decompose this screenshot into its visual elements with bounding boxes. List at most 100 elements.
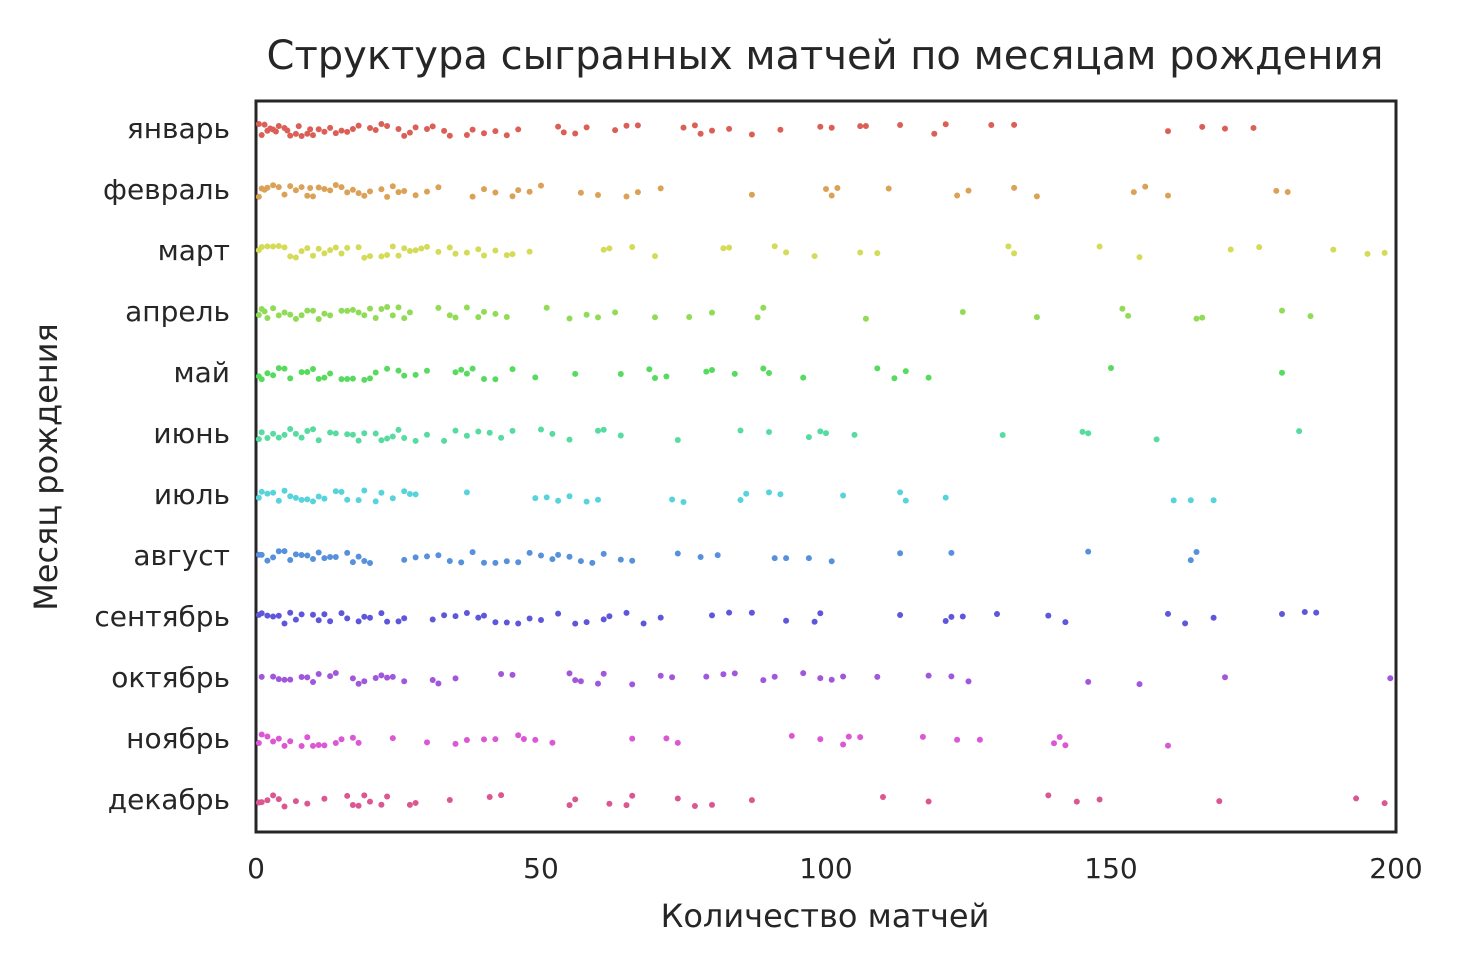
point — [481, 612, 487, 619]
point — [680, 498, 687, 505]
point — [1033, 314, 1040, 321]
point — [463, 249, 470, 256]
point — [469, 549, 476, 556]
point — [543, 304, 550, 311]
x-tick-label: 150 — [1084, 852, 1137, 885]
point — [298, 132, 305, 139]
point — [680, 124, 687, 131]
point — [355, 680, 362, 687]
point — [1165, 742, 1171, 749]
point — [771, 555, 778, 562]
point — [549, 556, 556, 563]
point — [406, 129, 413, 136]
point — [857, 249, 864, 256]
point — [310, 498, 316, 505]
point — [281, 191, 288, 198]
point — [532, 736, 539, 743]
point — [811, 618, 818, 625]
point — [766, 489, 772, 496]
point — [629, 792, 636, 799]
point — [310, 252, 316, 259]
point — [640, 620, 647, 627]
point — [583, 498, 590, 505]
point — [452, 675, 459, 682]
point — [931, 130, 938, 137]
point — [1011, 184, 1018, 191]
point — [583, 124, 590, 131]
point — [572, 677, 579, 684]
point — [315, 617, 322, 624]
point — [401, 615, 408, 622]
point — [298, 611, 305, 618]
point — [942, 618, 949, 625]
point — [1250, 124, 1257, 131]
point — [315, 126, 322, 133]
point — [1193, 548, 1200, 555]
point — [275, 676, 282, 683]
point — [304, 307, 311, 314]
point — [475, 614, 482, 621]
point — [709, 127, 715, 134]
point — [617, 556, 624, 563]
point — [315, 437, 322, 444]
point — [1256, 244, 1263, 251]
point — [1119, 305, 1126, 312]
point — [845, 733, 852, 740]
point — [674, 739, 681, 746]
point — [287, 311, 294, 318]
point — [600, 670, 607, 677]
point — [777, 491, 784, 498]
point — [1222, 674, 1228, 681]
chart-title: Структура сыгранных матчей по месяцам ро… — [267, 33, 1384, 79]
point — [255, 193, 262, 200]
point — [657, 672, 664, 679]
point — [634, 122, 641, 129]
point — [295, 123, 302, 130]
point — [805, 434, 812, 441]
point — [389, 433, 396, 440]
point — [743, 490, 750, 497]
point — [1153, 436, 1160, 443]
y-tick-label: май — [174, 356, 230, 389]
point — [492, 376, 499, 383]
point — [549, 430, 556, 437]
point — [275, 365, 282, 372]
point — [674, 436, 681, 443]
point — [783, 617, 790, 624]
point — [304, 496, 311, 503]
point — [880, 793, 886, 800]
point — [492, 619, 499, 626]
point — [954, 192, 961, 199]
point — [255, 311, 262, 318]
point — [281, 676, 288, 683]
point — [1227, 246, 1234, 253]
point — [378, 437, 385, 444]
point — [287, 132, 294, 139]
y-tick-label: октябрь — [111, 661, 230, 694]
point — [520, 735, 527, 742]
point — [623, 122, 630, 129]
point — [389, 735, 396, 742]
point — [395, 252, 402, 259]
point — [634, 189, 641, 196]
point — [726, 609, 733, 616]
point — [298, 184, 305, 191]
point — [486, 429, 493, 436]
point — [1353, 795, 1360, 802]
point — [828, 558, 835, 565]
point — [310, 426, 316, 433]
point — [1079, 428, 1086, 435]
point — [463, 489, 470, 496]
point — [463, 736, 470, 743]
y-tick-label: январь — [127, 112, 230, 145]
point — [498, 792, 505, 799]
point — [942, 121, 949, 128]
point — [515, 559, 522, 566]
point — [384, 304, 391, 311]
point — [304, 552, 311, 559]
point — [600, 616, 607, 623]
point — [367, 305, 373, 312]
point — [503, 619, 510, 626]
point — [281, 487, 288, 494]
point — [292, 798, 299, 805]
